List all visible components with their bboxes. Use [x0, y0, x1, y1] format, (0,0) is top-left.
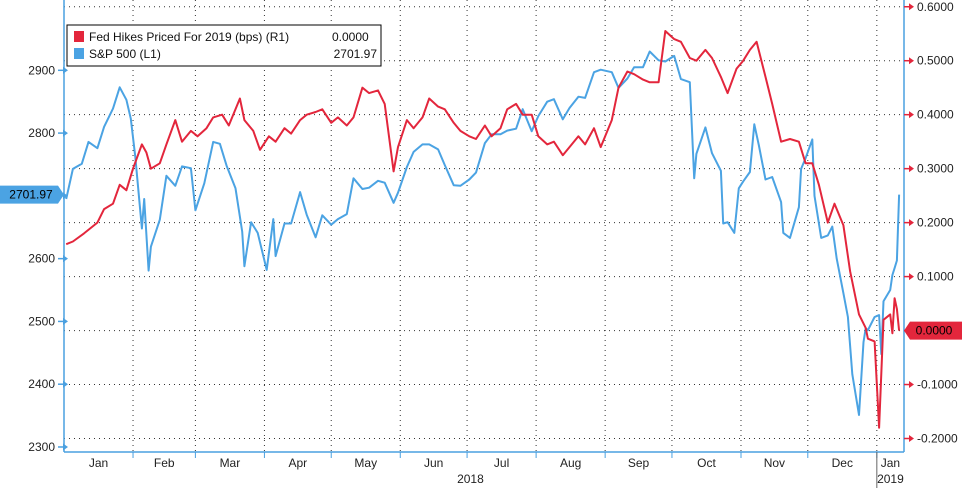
- month-label: Dec: [832, 456, 853, 470]
- left-tick-arrow: [63, 317, 68, 325]
- sp500-last-value-label: 2701.97: [9, 188, 53, 202]
- right-tick-arrow: [909, 381, 914, 389]
- left-axis-ticks: 2300240025002600270028002900: [28, 63, 68, 454]
- month-label: Mar: [220, 456, 241, 470]
- legend: Fed Hikes Priced For 2019 (bps) (R1) 0.0…: [66, 24, 382, 67]
- right-tick-arrow: [909, 165, 914, 173]
- right-tick-arrow: [909, 57, 914, 65]
- left-tick-label: 2300: [28, 440, 55, 454]
- grid: [64, 0, 904, 452]
- year-label: 2019: [877, 472, 904, 486]
- right-tick-label: 0.3000: [917, 162, 954, 176]
- fed-legend-label: Fed Hikes Priced For 2019 (bps) (R1): [89, 30, 289, 44]
- right-tick-label: -0.2000: [917, 432, 958, 446]
- fed-last-value-flag: [904, 321, 962, 340]
- left-tick-arrow: [63, 380, 68, 388]
- month-label: Jan: [881, 456, 900, 470]
- left-tick-label: 2600: [28, 252, 55, 266]
- series: [65, 30, 901, 429]
- year-label: 2018: [457, 472, 484, 486]
- month-label: Jul: [494, 456, 509, 470]
- fed-hikes-series-line: [65, 30, 901, 429]
- sp500-legend-label: S&P 500 (L1): [89, 47, 161, 61]
- right-tick-label: 0.5000: [917, 54, 954, 68]
- left-tick-label: 2500: [28, 314, 55, 328]
- month-label: Jun: [424, 456, 443, 470]
- month-label: Jan: [89, 456, 108, 470]
- sp500-series-line: [65, 50, 901, 416]
- right-tick-arrow: [909, 3, 914, 11]
- left-tick-arrow: [63, 129, 68, 137]
- left-tick-label: 2800: [28, 126, 55, 140]
- month-label: Sep: [628, 456, 650, 470]
- right-tick-label: 0.6000: [917, 0, 954, 14]
- sp500-last-value-flag: [0, 185, 64, 204]
- month-label: Aug: [560, 456, 581, 470]
- month-label: Feb: [154, 456, 175, 470]
- axes: [63, 0, 905, 453]
- right-tick-arrow: [909, 273, 914, 281]
- sp500-legend-value: 2701.97: [334, 47, 378, 61]
- left-tick-arrow: [63, 443, 68, 451]
- sp500-legend-swatch: [74, 48, 84, 59]
- right-tick-label: 0.2000: [917, 216, 954, 230]
- fed-legend-value: 0.0000: [332, 30, 369, 44]
- left-tick-arrow: [63, 66, 68, 74]
- right-axis-ticks: 0.6000 0.5000 0.4000 0.3000 0.2000 0.1000 0.00…: [904, 0, 958, 446]
- month-label: Apr: [288, 456, 307, 470]
- right-tick-arrow: [909, 435, 914, 443]
- left-tick-arrow: [63, 255, 68, 263]
- last-value-flags: 2701.97 0.0000: [0, 185, 962, 340]
- right-tick-arrow: [909, 219, 914, 227]
- month-label: Nov: [764, 456, 785, 470]
- fed-legend-swatch: [74, 31, 84, 42]
- left-tick-label: 2900: [28, 63, 55, 77]
- right-tick-arrow: [909, 111, 914, 119]
- right-tick-label: 0.1000: [917, 270, 954, 284]
- right-tick-label: -0.1000: [917, 378, 958, 392]
- month-label: May: [354, 456, 377, 470]
- fed-last-value-label: 0.0000: [916, 324, 953, 338]
- month-label: Oct: [697, 456, 716, 470]
- right-tick-label: 0.4000: [917, 108, 954, 122]
- x-axis-ticks: Jan Feb Mar Apr May Jun Jul Aug Sep Oct Nov Dec Jan 2…: [89, 452, 904, 488]
- left-tick-label: 2400: [28, 377, 55, 391]
- left-tick-arrow: [63, 192, 68, 200]
- legend-box: [66, 24, 382, 67]
